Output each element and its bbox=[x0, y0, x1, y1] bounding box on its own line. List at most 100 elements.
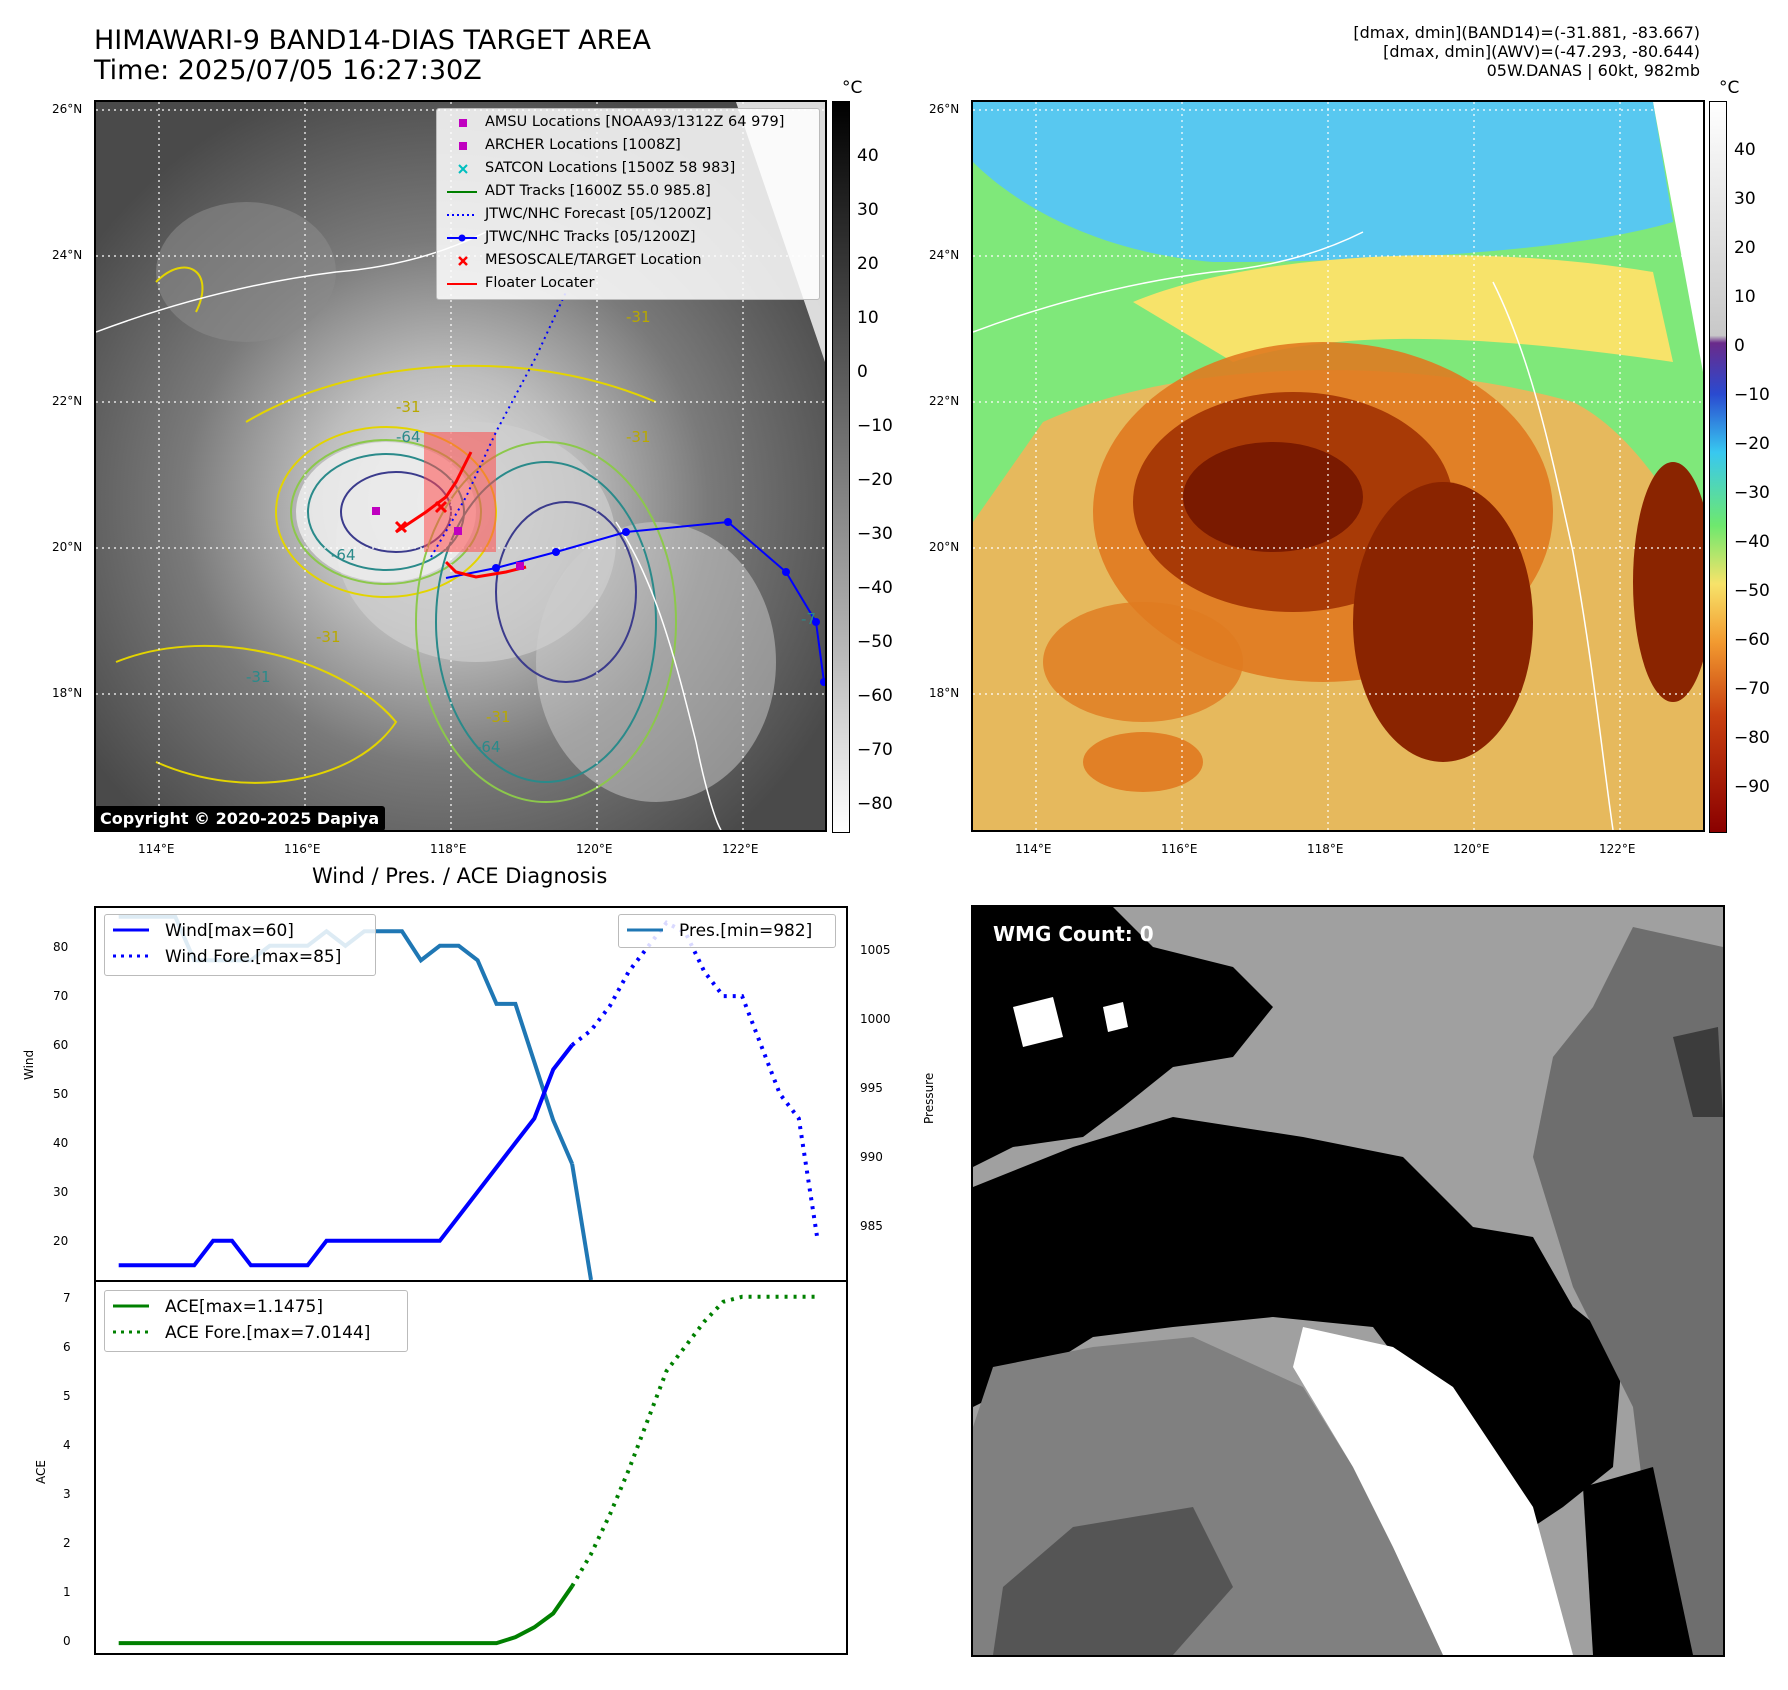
lat-tick: 22°N bbox=[929, 394, 960, 408]
ace-chart bbox=[94, 1280, 848, 1655]
lon-tick: 118°E bbox=[430, 842, 467, 856]
contour-label: -31 bbox=[246, 668, 271, 686]
colorbar-tick: −20 bbox=[857, 470, 893, 490]
colorbar-tick: 30 bbox=[1734, 189, 1756, 209]
figure-title: HIMAWARI-9 BAND14-DIAS TARGET AREA Time:… bbox=[94, 26, 651, 86]
info-line-3: 05W.DANAS | 60kt, 982mb bbox=[1486, 61, 1700, 80]
contour-label: -31 bbox=[626, 428, 651, 446]
pressure-series-line bbox=[570, 1163, 593, 1280]
wind-forecast-series-line bbox=[570, 920, 820, 1242]
colorbar-tick: 10 bbox=[1734, 287, 1756, 307]
colorbar-tick: 40 bbox=[1734, 140, 1756, 160]
pressure-legend: Pres.[min=982] bbox=[618, 914, 836, 948]
colorbar-tick: −10 bbox=[857, 416, 893, 436]
lon-tick: 122°E bbox=[1599, 842, 1636, 856]
info-line-2: [dmax, dmin](AWV)=(-47.293, -80.644) bbox=[1383, 42, 1700, 61]
colorbar-tick: 40 bbox=[857, 146, 879, 166]
jtwc-track bbox=[445, 520, 825, 683]
ace-tick: 3 bbox=[63, 1487, 71, 1501]
diagnosis-title: Wind / Pres. / ACE Diagnosis bbox=[312, 864, 608, 888]
ace-tick: 6 bbox=[63, 1340, 71, 1354]
ir-legend: AMSU Locations [NOAA93/1312Z 64 979] ARC… bbox=[436, 108, 820, 300]
colorbar-tick: −70 bbox=[1734, 679, 1770, 699]
contour-label: -64 bbox=[476, 738, 501, 756]
amsu-archer-markers bbox=[372, 507, 524, 570]
lon-tick: 116°E bbox=[1161, 842, 1198, 856]
legend-entry-jtwc-tracks: JTWC/NHC Tracks [05/1200Z] bbox=[437, 227, 819, 249]
legend-entry-floater: Floater Locater bbox=[447, 275, 595, 291]
colorbar-tick: −60 bbox=[1734, 630, 1770, 650]
legend-entry-archer: ARCHER Locations [1008Z] bbox=[437, 135, 819, 157]
wind-tick: 40 bbox=[53, 1136, 69, 1150]
pressure-tick: 985 bbox=[860, 1219, 883, 1233]
colorbar-tick: −90 bbox=[1734, 777, 1770, 797]
colorbar-tick: −50 bbox=[857, 632, 893, 652]
colorbar-tick: −70 bbox=[857, 740, 893, 760]
legend-entry-wind-forecast: Wind Fore.[max=85] bbox=[113, 947, 342, 967]
lon-tick: 122°E bbox=[722, 842, 759, 856]
wind-tick: 80 bbox=[53, 940, 69, 954]
colorbar-tick: 30 bbox=[857, 200, 879, 220]
title-line-1: HIMAWARI-9 BAND14-DIAS TARGET AREA bbox=[94, 25, 651, 56]
ace-plot bbox=[118, 1294, 818, 1646]
ace-tick: 2 bbox=[63, 1536, 71, 1550]
ace-tick: 4 bbox=[63, 1438, 71, 1452]
title-line-2: Time: 2025/07/05 16:27:30Z bbox=[94, 55, 482, 86]
floater-track bbox=[395, 451, 473, 534]
colorbar-tick: 10 bbox=[857, 308, 879, 328]
awv-satellite-image bbox=[973, 102, 1703, 830]
legend-entry-satcon: SATCON Locations [1500Z 58 983] bbox=[437, 158, 819, 180]
legend-entry-amsu: AMSU Locations [NOAA93/1312Z 64 979] bbox=[437, 112, 819, 134]
wmg-image bbox=[973, 907, 1723, 1655]
contour-label: -31 bbox=[396, 398, 421, 416]
wmg-panel bbox=[971, 905, 1725, 1657]
lon-tick: 118°E bbox=[1307, 842, 1344, 856]
ace-tick: 0 bbox=[63, 1634, 71, 1648]
lat-tick: 24°N bbox=[929, 248, 960, 262]
contour-label: -64 bbox=[331, 546, 356, 564]
wind-axis-label: Wind bbox=[22, 1049, 36, 1080]
colorbar-tick: −60 bbox=[857, 686, 893, 706]
wind-tick: 50 bbox=[53, 1087, 69, 1101]
legend-entry-adt: ADT Tracks [1600Z 55.0 985.8] bbox=[447, 183, 711, 199]
legend-entry-ace-forecast: ACE Fore.[max=7.0144] bbox=[113, 1323, 371, 1343]
wind-tick: 70 bbox=[53, 989, 69, 1003]
ace-legend: ACE[max=1.1475] ACE Fore.[max=7.0144] bbox=[104, 1290, 408, 1352]
pressure-tick: 1005 bbox=[860, 943, 891, 957]
wind-tick: 30 bbox=[53, 1185, 69, 1199]
mesoscale-target-markers bbox=[394, 500, 448, 534]
contour-label: -64 bbox=[396, 428, 421, 446]
lat-tick: 18°N bbox=[929, 686, 960, 700]
pressure-tick: 995 bbox=[860, 1081, 883, 1095]
wmg-count-label: WMG Count: 0 bbox=[993, 922, 1154, 946]
info-line-1: [dmax, dmin](BAND14)=(-31.881, -83.667) bbox=[1353, 23, 1700, 42]
contour-label: -31 bbox=[626, 308, 651, 326]
ir-colorbar-unit: °C bbox=[842, 78, 863, 98]
colorbar-tick: −20 bbox=[1734, 434, 1770, 454]
lat-tick: 22°N bbox=[52, 394, 83, 408]
ace-axis-label: ACE bbox=[34, 1460, 48, 1484]
lon-tick: 114°E bbox=[138, 842, 175, 856]
wind-tick: 60 bbox=[53, 1038, 69, 1052]
lon-tick: 120°E bbox=[576, 842, 613, 856]
lon-tick: 120°E bbox=[1453, 842, 1490, 856]
colorbar-tick: 20 bbox=[857, 254, 879, 274]
colorbar-tick: −50 bbox=[1734, 581, 1770, 601]
ace-tick: 5 bbox=[63, 1389, 71, 1403]
colorbar-tick: 20 bbox=[1734, 238, 1756, 258]
lat-tick: 20°N bbox=[52, 540, 83, 554]
awv-map-panel bbox=[971, 100, 1705, 832]
colorbar-tick: 0 bbox=[857, 362, 868, 382]
info-block: [dmax, dmin](BAND14)=(-31.881, -83.667) … bbox=[1353, 23, 1700, 80]
legend-entry-ace: ACE[max=1.1475] bbox=[113, 1297, 323, 1317]
colorbar-tick: −10 bbox=[1734, 385, 1770, 405]
ir-colorbar bbox=[832, 101, 850, 833]
legend-entry-mesoscale: MESOSCALE/TARGET Location bbox=[437, 250, 819, 272]
lon-tick: 116°E bbox=[284, 842, 321, 856]
ace-tick: 7 bbox=[63, 1291, 71, 1305]
wind-series-line bbox=[118, 1043, 574, 1268]
colorbar-tick: −30 bbox=[1734, 483, 1770, 503]
awv-colorbar bbox=[1709, 101, 1727, 833]
contour-label: -31 bbox=[486, 708, 511, 726]
legend-entry-wind: Wind[max=60] bbox=[113, 921, 294, 941]
